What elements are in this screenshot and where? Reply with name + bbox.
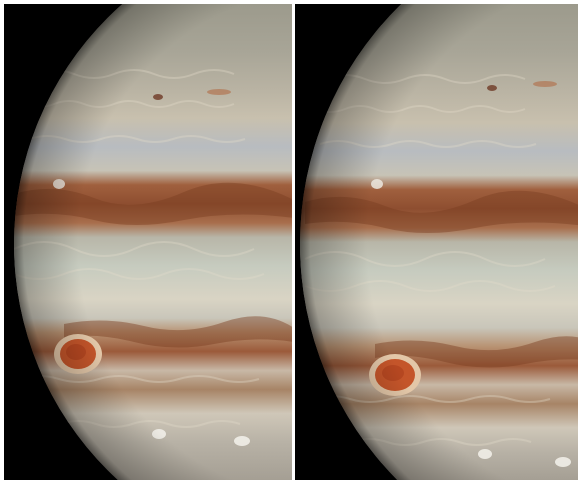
left-panel — [4, 4, 292, 480]
planet-disc — [14, 4, 292, 480]
planet-disc — [300, 4, 578, 480]
jupiter-right — [295, 4, 578, 480]
jupiter-left — [4, 4, 292, 480]
right-panel — [295, 4, 578, 480]
